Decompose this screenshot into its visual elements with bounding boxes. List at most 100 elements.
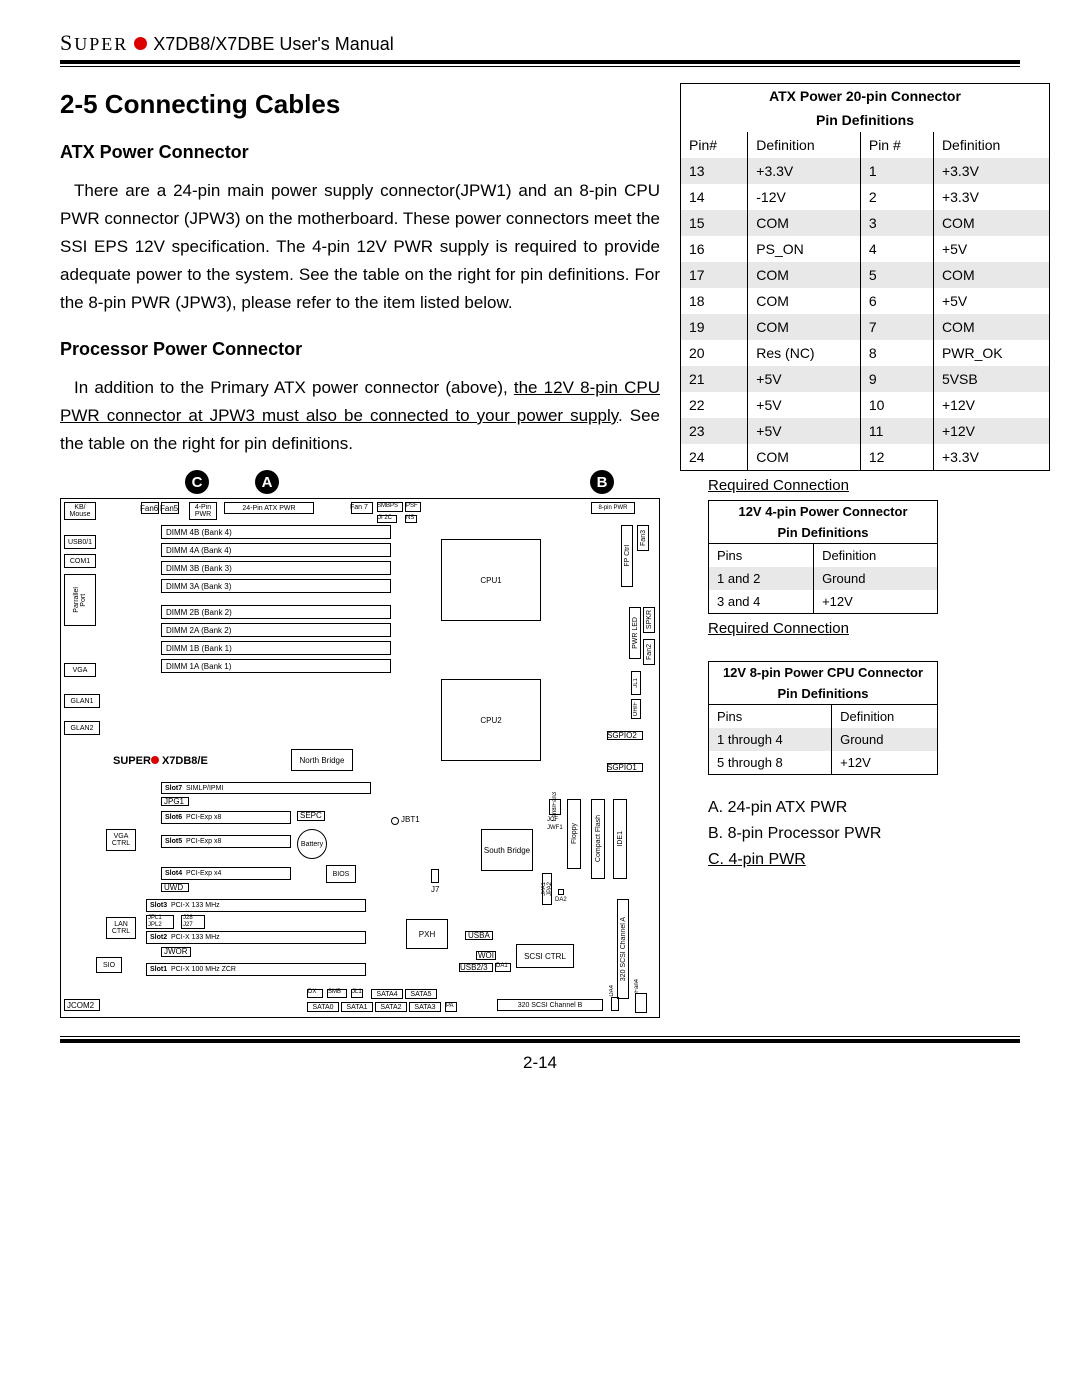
- jl-l: JL1: [352, 989, 362, 995]
- fpctrl: FP Ctrl: [621, 525, 633, 587]
- slot4: Slot4 PCI-Exp x4: [161, 867, 291, 880]
- legend-a: A. 24-pin ATX PWR: [708, 795, 1050, 821]
- p4pin: 4-Pin PWR: [189, 502, 217, 520]
- cpu1: CPU1: [441, 539, 541, 621]
- pin-cell: 18: [681, 288, 748, 314]
- pin-cell: +3.3V: [748, 158, 861, 184]
- jbt1: JBT1: [401, 815, 420, 824]
- lan-ctrl: LAN CTRL: [106, 917, 136, 939]
- vga-ctrl: VGA CTRL: [106, 829, 136, 851]
- p8pin: 8-pin PWR: [591, 502, 635, 514]
- pin-cell: 20: [681, 340, 748, 366]
- legend: A. 24-pin ATX PWR B. 8-pin Processor PWR…: [708, 795, 1050, 873]
- t4-c2: Definition: [814, 544, 938, 568]
- pin-cell: +5V: [933, 236, 1049, 262]
- fan4: Fan4: [634, 979, 640, 993]
- pin-cell: +12V: [933, 418, 1049, 444]
- pin-cell: 12: [860, 444, 933, 471]
- pwrled: PWR LED: [629, 607, 641, 659]
- pin-cell: +5V: [748, 392, 861, 418]
- pin-cell: COM: [933, 314, 1049, 340]
- header-rule-thin: [60, 66, 1020, 67]
- port-glan1: GLAN1: [64, 694, 100, 708]
- cflash: Compact Flash: [591, 799, 605, 879]
- dimm-5: DIMM 2A (Bank 2): [161, 623, 391, 637]
- footer-rule-thin: [60, 1036, 1020, 1037]
- brand-dot-icon: [134, 37, 147, 50]
- sgpio1-box: [607, 763, 643, 772]
- pin-cell: 23: [681, 418, 748, 444]
- ic: JI 2C: [378, 515, 392, 521]
- pin-cell: 10: [860, 392, 933, 418]
- jpl-lbl: JPL1 JPL2: [148, 915, 162, 928]
- t8-cap2: Pin Definitions: [709, 683, 938, 705]
- j7-box: [431, 869, 439, 883]
- bios: BIOS: [326, 865, 356, 883]
- dimm-3: DIMM 3A (Bank 3): [161, 579, 391, 593]
- t8-c2: Definition: [832, 705, 938, 729]
- pin-cell: +5V: [933, 288, 1049, 314]
- uwd: UWD: [164, 883, 183, 892]
- pin-cell: COM: [748, 288, 861, 314]
- dimm-7: DIMM 1A (Bank 1): [161, 659, 391, 673]
- jwor: JWOR: [164, 947, 188, 956]
- jpg1: JPG1: [164, 797, 184, 806]
- sata1: SATA1: [341, 1002, 373, 1012]
- ns: NS: [406, 515, 414, 521]
- jcom2: JCOM2: [67, 1001, 94, 1010]
- pin-col3: Definition: [933, 132, 1049, 158]
- pin-cell: 17: [681, 262, 748, 288]
- fan5-lbl: Fan5: [160, 504, 178, 513]
- pin-cell: COM: [748, 314, 861, 340]
- brand-text: SUPER: [60, 30, 128, 56]
- pin-cell: +3.3V: [933, 444, 1049, 471]
- pin-caption1: ATX Power 20-pin Connector: [681, 84, 1050, 109]
- req-conn-2: Required Connection: [708, 620, 1050, 637]
- footer-rule-thick: [60, 1039, 1020, 1043]
- da4-b: [611, 997, 619, 1011]
- fan2: Fan2: [643, 639, 655, 665]
- da4: DA4: [609, 985, 615, 997]
- psf: PSF: [406, 503, 418, 509]
- pin-cell: 21: [681, 366, 748, 392]
- t4-r1c1: +12V: [814, 590, 938, 614]
- pin-cell: 6: [860, 288, 933, 314]
- pin-cell: COM: [748, 262, 861, 288]
- da1: DA1: [496, 963, 508, 969]
- badge-b: B: [590, 470, 614, 494]
- da2-l: DA2: [555, 897, 567, 903]
- battery: Battery: [297, 829, 327, 859]
- port-kb: KB/ Mouse: [64, 502, 96, 520]
- pin-cell: 1: [860, 158, 933, 184]
- dimm-2: DIMM 3B (Bank 3): [161, 561, 391, 575]
- pin-cell: 5VSB: [933, 366, 1049, 392]
- fan4-box: [635, 993, 647, 1013]
- sgpio2-box: [607, 731, 643, 740]
- cpu2: CPU2: [441, 679, 541, 761]
- jpa: JPA1 JPA2: [542, 873, 552, 905]
- north-bridge: North Bridge: [291, 749, 353, 771]
- board-diagram-wrap: C A B KB/ Mouse USB0/1 COM1 Parrallel Po…: [60, 498, 660, 1018]
- slot7: Slot7 SIMLP/IPMI: [161, 782, 371, 794]
- pin-cell: COM: [933, 210, 1049, 236]
- pin-cell: 4: [860, 236, 933, 262]
- pin-cell: 11: [860, 418, 933, 444]
- spkr: SPKR: [643, 607, 655, 633]
- j7: J7: [431, 885, 439, 894]
- proc-heading: Processor Power Connector: [60, 339, 660, 360]
- pin-col2: Pin #: [860, 132, 933, 158]
- wol: WOI: [478, 951, 494, 960]
- page-number: 2-14: [60, 1053, 1020, 1073]
- t8-c1: Pins: [709, 705, 832, 729]
- slot3: Slot3 PCI-X 133 MHz: [146, 899, 366, 912]
- pin-cell: 13: [681, 158, 748, 184]
- pin-cell: 8: [860, 340, 933, 366]
- t4-cap1: 12V 4-pin Power Connector: [709, 501, 938, 523]
- t4-r0c1: Ground: [814, 567, 938, 590]
- t8-r0c0: 1 through 4: [709, 728, 832, 751]
- t8-cap1: 12V 8-pin Power CPU Connector: [709, 662, 938, 684]
- jx: DX: [308, 989, 316, 995]
- da2-box: [558, 889, 564, 895]
- dimm-1: DIMM 4A (Bank 4): [161, 543, 391, 557]
- atx-heading: ATX Power Connector: [60, 142, 660, 163]
